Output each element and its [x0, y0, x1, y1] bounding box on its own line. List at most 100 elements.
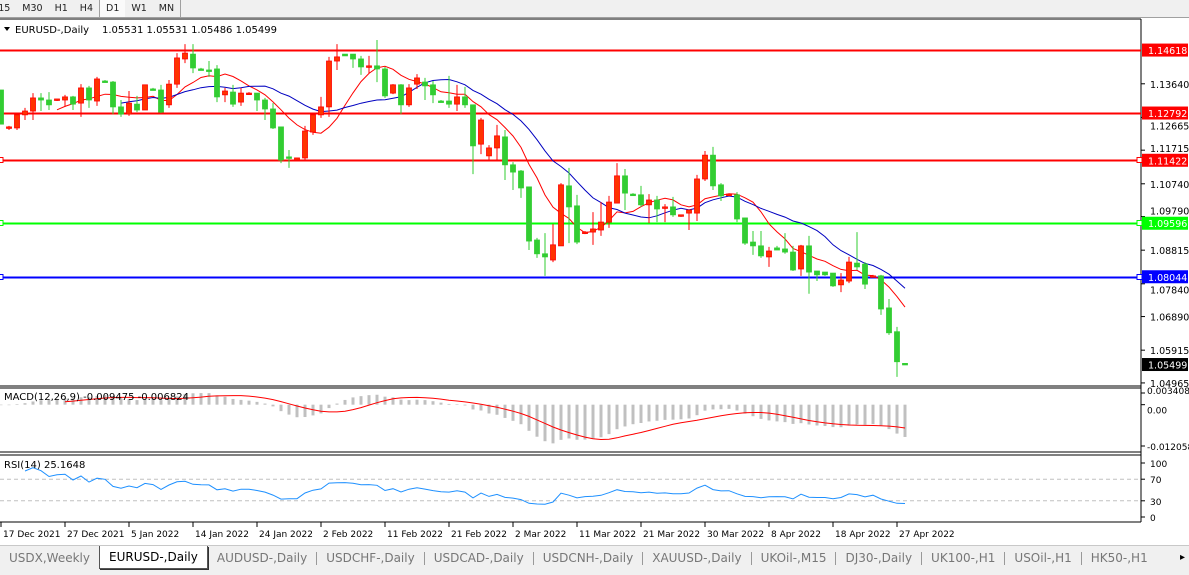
ohlc-label: 1.05531 1.05531 1.05486 1.05499 — [102, 25, 277, 36]
candle — [718, 183, 724, 202]
candle — [318, 96, 324, 118]
tab-uk100-h1[interactable]: UK100-,H1 — [931, 551, 996, 565]
candle-body — [166, 83, 172, 106]
candle — [126, 91, 132, 116]
candle-body — [726, 193, 732, 197]
tab-dj30-daily[interactable]: DJ30-,Daily — [845, 551, 913, 565]
candle-body — [742, 217, 748, 244]
tab-usdchf-daily[interactable]: USDCHF-,Daily — [326, 551, 415, 565]
tab-xauusd-daily[interactable]: XAUUSD-,Daily — [652, 551, 742, 565]
macd-histogram-bar — [807, 404, 811, 425]
date-tick-label: 21 Mar 2022 — [643, 530, 700, 540]
tab-audusd-daily[interactable]: AUDUSD-,Daily — [216, 551, 308, 565]
timeframe-m30[interactable]: M30 — [22, 3, 43, 14]
timeframe-d1[interactable]: D1 — [99, 0, 126, 17]
candle-body — [278, 126, 284, 161]
candle-body — [878, 275, 884, 310]
candle — [62, 94, 68, 107]
candle-body — [630, 193, 636, 197]
candle — [174, 53, 180, 88]
pane-frames — [0, 18, 1142, 523]
macd-histogram-bar — [87, 397, 91, 405]
candle — [486, 145, 492, 160]
candle-body — [270, 108, 276, 129]
line-handle[interactable] — [0, 220, 4, 226]
macd-histogram-bar — [519, 404, 523, 425]
macd-tick-label: 0.003408 — [1147, 387, 1189, 397]
candle-body — [390, 84, 396, 94]
tab-separator — [316, 552, 318, 565]
macd-histogram-bar — [183, 393, 187, 405]
price-tick-label: 1.07840 — [1150, 285, 1189, 296]
candle-body — [430, 84, 436, 96]
candle-body — [782, 248, 788, 253]
chart-area[interactable]: 1.13640 1.12665 1.11715 1.10740 1.09790 1.088… — [0, 0, 1189, 545]
candle-body — [238, 92, 244, 103]
candle-body — [366, 65, 372, 68]
candle-body — [318, 106, 324, 116]
tab-ukoil-m15[interactable]: UKOil-,M15 — [760, 551, 827, 565]
line-handle[interactable] — [1136, 274, 1143, 280]
collapse-triangle-icon[interactable] — [4, 27, 10, 31]
line-handle[interactable] — [0, 157, 4, 163]
candle — [694, 174, 700, 222]
horizontal-lines[interactable] — [0, 49, 1143, 280]
tab-usdx-weekly[interactable]: USDX,Weekly — [9, 551, 90, 565]
candle — [758, 231, 764, 258]
candle-body — [118, 106, 124, 115]
macd-histogram-bar — [463, 404, 467, 406]
timeframe-m15[interactable]: M15 — [0, 3, 11, 14]
line-handle[interactable] — [1136, 157, 1143, 163]
candle — [654, 195, 660, 223]
tab-eurusd-daily[interactable]: EURUSD-,Daily — [99, 546, 208, 569]
candle-body — [494, 135, 500, 149]
tab-usoil-h1[interactable]: USOil-,H1 — [1014, 551, 1072, 565]
candle-body — [798, 245, 804, 270]
candle-body — [566, 185, 572, 208]
macd-histogram-bar — [143, 398, 147, 405]
candle — [686, 209, 692, 230]
date-tick-label: 27 Dec 2021 — [67, 530, 125, 540]
timeframe-mn[interactable]: MN — [153, 0, 182, 17]
hline-price-tag — [1142, 43, 1188, 57]
macd-histogram-bar — [895, 404, 899, 434]
macd-histogram-bar — [591, 404, 595, 439]
macd-histogram-bar — [751, 404, 755, 417]
macd-histogram-bar — [831, 404, 835, 428]
timeframe-h1[interactable]: H1 — [54, 3, 68, 14]
macd-histogram-bar — [335, 403, 339, 405]
tab-hk50-h1[interactable]: HK50-,H1 — [1090, 551, 1148, 565]
price-tick-label: 1.10740 — [1150, 180, 1189, 191]
macd-histogram-bar — [127, 398, 131, 405]
candle-body — [862, 263, 868, 285]
candle — [414, 74, 420, 89]
candle-body — [606, 201, 612, 223]
timeframe-w1[interactable]: W1 — [131, 3, 147, 14]
macd-histogram-bar — [151, 398, 155, 405]
candle — [230, 84, 236, 107]
tab-usdcad-daily[interactable]: USDCAD-,Daily — [433, 551, 524, 565]
tab-usdcnh-daily[interactable]: USDCNH-,Daily — [542, 551, 634, 565]
candle-body — [294, 157, 300, 161]
candle — [6, 125, 12, 130]
tab-separator — [532, 552, 534, 565]
macd-signal-line — [64, 395, 906, 441]
line-handle[interactable] — [0, 274, 4, 280]
macd-histogram-bar — [255, 401, 259, 405]
tabs-scroll-right-icon[interactable]: ▸ — [1179, 552, 1185, 563]
candle — [502, 130, 508, 180]
candle-body — [214, 68, 220, 98]
timeframe-h4[interactable]: H4 — [79, 3, 93, 14]
candle-body — [110, 81, 116, 108]
macd-histogram-bar — [343, 399, 347, 405]
macd-histogram-bar — [623, 404, 627, 427]
line-handle[interactable] — [1136, 220, 1143, 226]
candle — [814, 270, 820, 282]
candle-body — [870, 275, 876, 278]
macd-histogram-bar — [415, 399, 419, 405]
macd-histogram-bar — [431, 401, 435, 405]
macd-histogram-bar — [719, 404, 723, 410]
date-tick-label: 11 Mar 2022 — [579, 530, 636, 540]
date-tick-label: 11 Feb 2022 — [387, 530, 443, 540]
tab-separator — [1004, 552, 1006, 565]
